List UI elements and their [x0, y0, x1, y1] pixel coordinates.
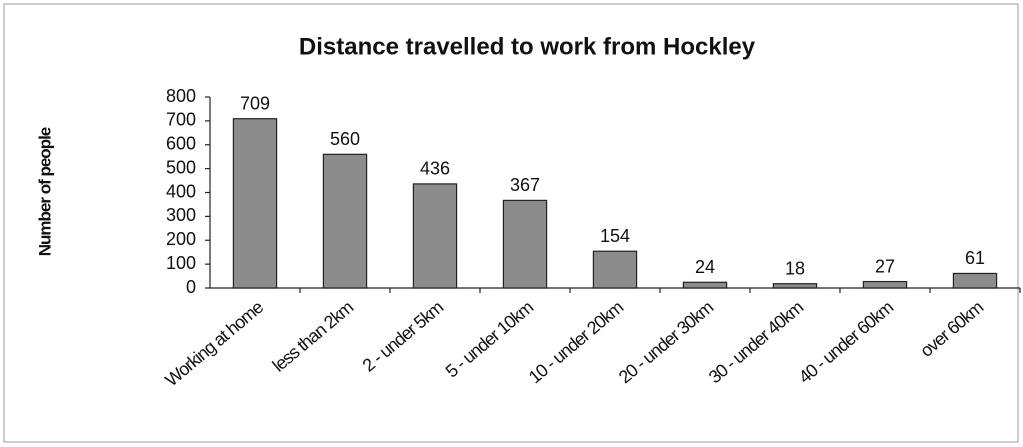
y-tick-label: 600 [166, 134, 196, 154]
y-tick-label: 200 [166, 229, 196, 249]
y-tick-label: 700 [166, 110, 196, 130]
data-label: 154 [600, 226, 630, 246]
y-tick-label: 100 [166, 253, 196, 273]
x-tick-label: 2 - under 5km [359, 297, 447, 375]
x-tick-label: Working at home [161, 297, 267, 391]
bar [232, 118, 278, 289]
bar [322, 153, 368, 289]
data-label: 367 [510, 175, 540, 195]
y-axis-label: Number of people [35, 127, 54, 256]
data-label: 24 [695, 257, 715, 277]
x-tick-label: 30 - under 40km [705, 297, 807, 387]
chart-title: Distance travelled to work from Hockley [299, 33, 756, 60]
data-label: 560 [330, 129, 360, 149]
x-tick-label: 20 - under 30km [615, 297, 717, 387]
bar [862, 280, 908, 289]
y-tick-label: 0 [186, 277, 196, 297]
x-tick-label: 10 - under 20km [525, 297, 627, 387]
y-tick-label: 300 [166, 205, 196, 225]
bar [682, 281, 728, 289]
x-tick-label: 40 - under 60km [795, 297, 897, 387]
y-tick-label: 800 [166, 86, 196, 106]
data-label: 436 [420, 159, 450, 179]
x-tick-label: less than 2km [269, 297, 357, 375]
bar [502, 199, 548, 289]
data-label: 61 [965, 248, 985, 268]
bar [772, 283, 818, 289]
y-tick-label: 400 [166, 181, 196, 201]
data-label: 27 [875, 256, 895, 276]
data-label: 18 [785, 258, 805, 278]
frame [3, 3, 1019, 443]
x-tick-label: 5 - under 10km [442, 297, 537, 381]
x-tick-label: over 60km [916, 297, 986, 361]
y-tick-label: 500 [166, 157, 196, 177]
data-label: 709 [240, 93, 270, 113]
bar [592, 250, 638, 289]
bar [412, 183, 458, 289]
bar [952, 272, 998, 289]
